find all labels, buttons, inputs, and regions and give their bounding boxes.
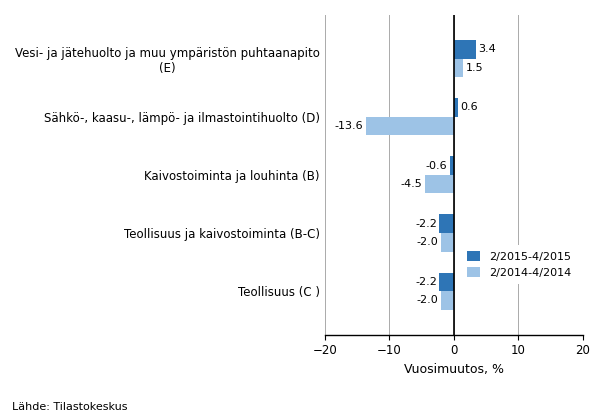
- Bar: [439, 214, 454, 233]
- Text: -13.6: -13.6: [335, 121, 364, 131]
- Bar: [425, 175, 454, 193]
- Text: 1.5: 1.5: [466, 63, 483, 73]
- Text: -2.2: -2.2: [415, 277, 437, 287]
- Text: Lähde: Tilastokeskus: Lähde: Tilastokeskus: [12, 402, 128, 412]
- Text: -2.0: -2.0: [416, 237, 438, 248]
- Bar: [439, 272, 454, 291]
- Legend: 2/2015-4/2015, 2/2014-4/2014: 2/2015-4/2015, 2/2014-4/2014: [462, 245, 577, 284]
- Text: 3.4: 3.4: [478, 44, 496, 54]
- Text: -2.2: -2.2: [415, 219, 437, 229]
- Bar: [441, 291, 454, 310]
- Text: -4.5: -4.5: [401, 179, 422, 189]
- X-axis label: Vuosimuutos, %: Vuosimuutos, %: [404, 363, 503, 376]
- Bar: [366, 117, 454, 135]
- Bar: [441, 233, 454, 252]
- Text: -0.6: -0.6: [425, 161, 447, 171]
- Bar: [454, 40, 476, 59]
- Bar: [450, 156, 454, 175]
- Text: -2.0: -2.0: [416, 295, 438, 305]
- Text: 0.6: 0.6: [460, 102, 478, 112]
- Bar: [454, 59, 463, 77]
- Bar: [454, 98, 457, 117]
